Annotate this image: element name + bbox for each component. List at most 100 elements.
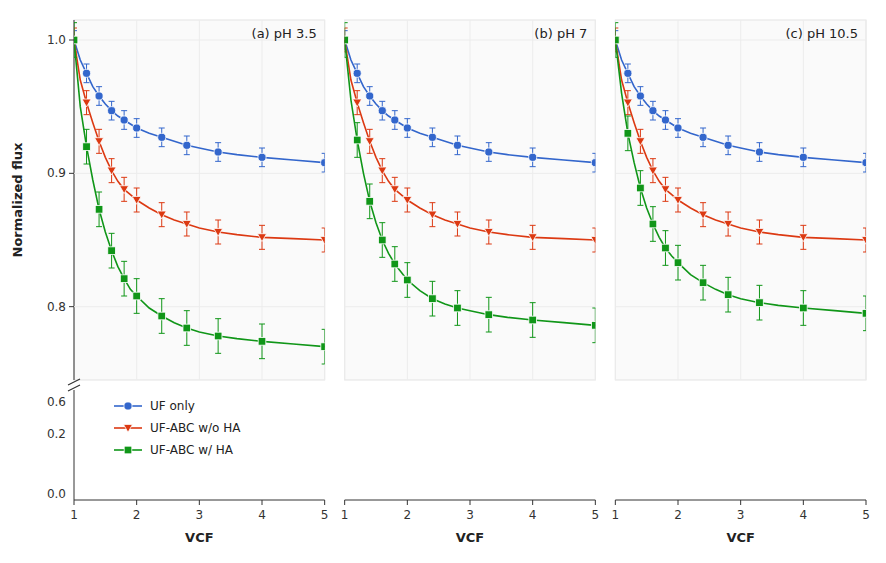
error-cap xyxy=(109,268,115,269)
series-line xyxy=(615,40,866,163)
panel-title: (b) pH 7 xyxy=(534,26,587,41)
x-tick xyxy=(324,500,325,505)
series-point xyxy=(661,186,670,194)
x-tick xyxy=(803,500,804,505)
series-point xyxy=(799,153,807,161)
error-cap xyxy=(215,161,221,162)
series-point xyxy=(183,324,191,332)
error-cap xyxy=(345,22,348,23)
series-point xyxy=(484,228,493,236)
x-guide xyxy=(470,20,471,380)
error-cap xyxy=(84,129,90,130)
error-cap xyxy=(800,249,806,250)
error-bar xyxy=(700,265,706,300)
y-tick-label: 1.0 xyxy=(47,33,66,47)
error-bar xyxy=(592,308,595,343)
error-cap xyxy=(756,320,762,321)
x-tick-label: 2 xyxy=(674,508,682,522)
plot-area xyxy=(74,20,325,380)
series-point xyxy=(862,159,866,167)
error-cap xyxy=(725,236,731,237)
x-tick-label: 1 xyxy=(70,508,78,522)
series-point xyxy=(649,107,657,115)
x-tick-label: 5 xyxy=(862,508,870,522)
y-tick-label: 0.9 xyxy=(47,166,66,180)
error-cap xyxy=(637,129,643,130)
error-cap xyxy=(675,280,681,281)
error-cap xyxy=(800,325,806,326)
series-point xyxy=(755,228,764,236)
error-cap xyxy=(615,57,618,58)
x-tick-label: 3 xyxy=(737,508,745,522)
error-cap xyxy=(367,218,373,219)
series-line xyxy=(345,40,596,325)
error-cap xyxy=(134,313,140,314)
broken-axis-label: 0.6 xyxy=(47,395,66,409)
error-cap xyxy=(675,137,681,138)
broken-axis xyxy=(74,390,75,500)
error-cap xyxy=(109,233,115,234)
error-cap xyxy=(392,246,398,247)
error-cap xyxy=(530,337,536,338)
error-cap xyxy=(74,57,77,58)
error-cap xyxy=(109,120,115,121)
error-cap xyxy=(121,110,127,111)
error-cap xyxy=(756,142,762,143)
x-tick xyxy=(866,500,867,505)
series-point xyxy=(862,236,866,244)
error-cap xyxy=(259,249,265,250)
error-cap xyxy=(486,142,492,143)
series-point xyxy=(485,148,493,156)
error-cap xyxy=(96,129,102,130)
error-cap xyxy=(354,157,360,158)
x-tick-label: 1 xyxy=(341,508,349,522)
series-point xyxy=(183,141,191,149)
error-cap xyxy=(159,298,165,299)
error-cap xyxy=(592,228,595,229)
y-guide xyxy=(74,306,325,307)
error-cap xyxy=(756,244,762,245)
series-point xyxy=(699,133,707,141)
error-cap xyxy=(756,285,762,286)
error-cap xyxy=(454,325,460,326)
error-cap xyxy=(429,226,435,227)
series-point xyxy=(453,220,462,228)
y-guide xyxy=(615,306,866,307)
error-cap xyxy=(84,82,90,83)
error-cap xyxy=(121,201,127,202)
series-point xyxy=(756,299,764,307)
series-point xyxy=(132,196,141,204)
series-point xyxy=(366,92,374,100)
error-cap xyxy=(700,300,706,301)
error-bar xyxy=(863,296,866,331)
error-bar xyxy=(215,319,221,354)
series-point xyxy=(636,92,644,100)
error-cap xyxy=(367,153,373,154)
error-bar xyxy=(756,285,762,320)
series-point xyxy=(391,116,399,124)
y-tick xyxy=(69,173,74,174)
series-point xyxy=(95,138,104,146)
x-guide xyxy=(74,20,75,380)
error-cap xyxy=(84,64,90,65)
x-axis-label: VCF xyxy=(185,530,213,545)
x-tick xyxy=(262,500,263,505)
error-cap xyxy=(354,114,360,115)
legend-item: UF-ABC w/ HA xyxy=(114,443,234,457)
error-cap xyxy=(404,137,410,138)
series-point xyxy=(591,236,596,244)
error-cap xyxy=(662,201,668,202)
error-cap xyxy=(454,236,460,237)
axis-break xyxy=(68,379,80,385)
error-cap xyxy=(637,105,643,106)
error-cap xyxy=(134,137,140,138)
series-point xyxy=(353,136,361,144)
error-cap xyxy=(675,245,681,246)
y-tick-label: 0.8 xyxy=(47,300,66,314)
error-cap xyxy=(379,182,385,183)
error-cap xyxy=(96,86,102,87)
error-cap xyxy=(863,172,866,173)
error-cap xyxy=(379,120,385,121)
x-guide xyxy=(324,20,325,380)
error-cap xyxy=(756,161,762,162)
